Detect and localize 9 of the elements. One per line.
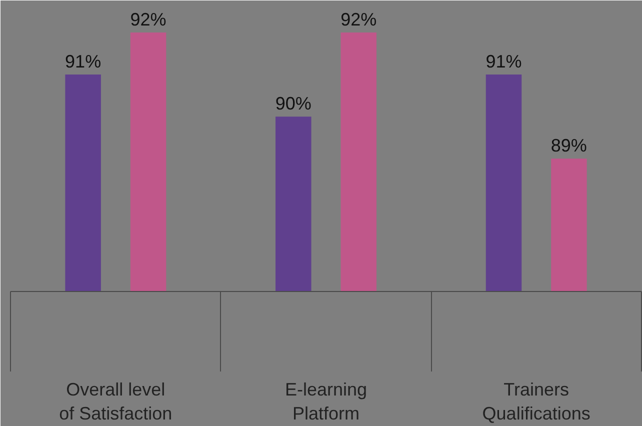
data-label: 91% [486, 52, 522, 72]
data-label: 89% [550, 136, 587, 156]
data-label: 90% [275, 94, 312, 114]
data-label: 91% [65, 52, 102, 72]
x-tick-label: E-learning Platform [284, 380, 368, 424]
x-tick-label: Overall level of Satisfaction [59, 380, 172, 424]
data-label: 92% [340, 9, 377, 30]
data-label: 92% [130, 9, 166, 30]
x-tick-label: Trainers Qualifications [482, 380, 590, 424]
